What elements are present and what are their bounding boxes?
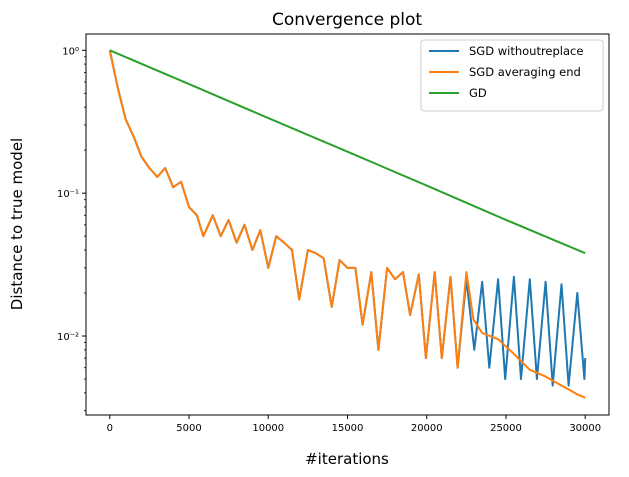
x-tick-label: 15000 [332, 423, 364, 434]
x-tick-label: 10000 [252, 423, 284, 434]
chart-title: Convergence plot [272, 10, 422, 30]
series-line-2 [109, 49, 586, 255]
x-tick-label: 5000 [176, 423, 201, 434]
x-tick-label: 0 [107, 423, 113, 434]
legend: SGD withoutreplace SGD averaging end GD [420, 39, 604, 112]
x-axis-label: #iterations [305, 450, 389, 468]
y-tick-label: 10⁻² [57, 332, 79, 343]
legend-frame [420, 39, 604, 112]
y-axis: 10⁻² 10⁻¹ 10⁰ [57, 46, 86, 412]
series-line-1 [108, 50, 586, 399]
x-tick-label: 25000 [490, 423, 522, 434]
legend-label-1: SGD averaging end [469, 65, 581, 79]
legend-label-0: SGD withoutreplace [469, 44, 583, 58]
x-tick-label: 30000 [569, 423, 601, 434]
series-layer [108, 49, 587, 399]
x-tick-label: 20000 [411, 423, 443, 434]
y-tick-label: 10⁰ [62, 46, 79, 57]
x-axis: 0 5000 10000 15000 20000 25000 30000 [107, 415, 601, 434]
y-tick-label: 10⁻¹ [57, 189, 79, 200]
legend-label-2: GD [469, 86, 487, 100]
y-axis-label: Distance to true model [8, 138, 26, 310]
